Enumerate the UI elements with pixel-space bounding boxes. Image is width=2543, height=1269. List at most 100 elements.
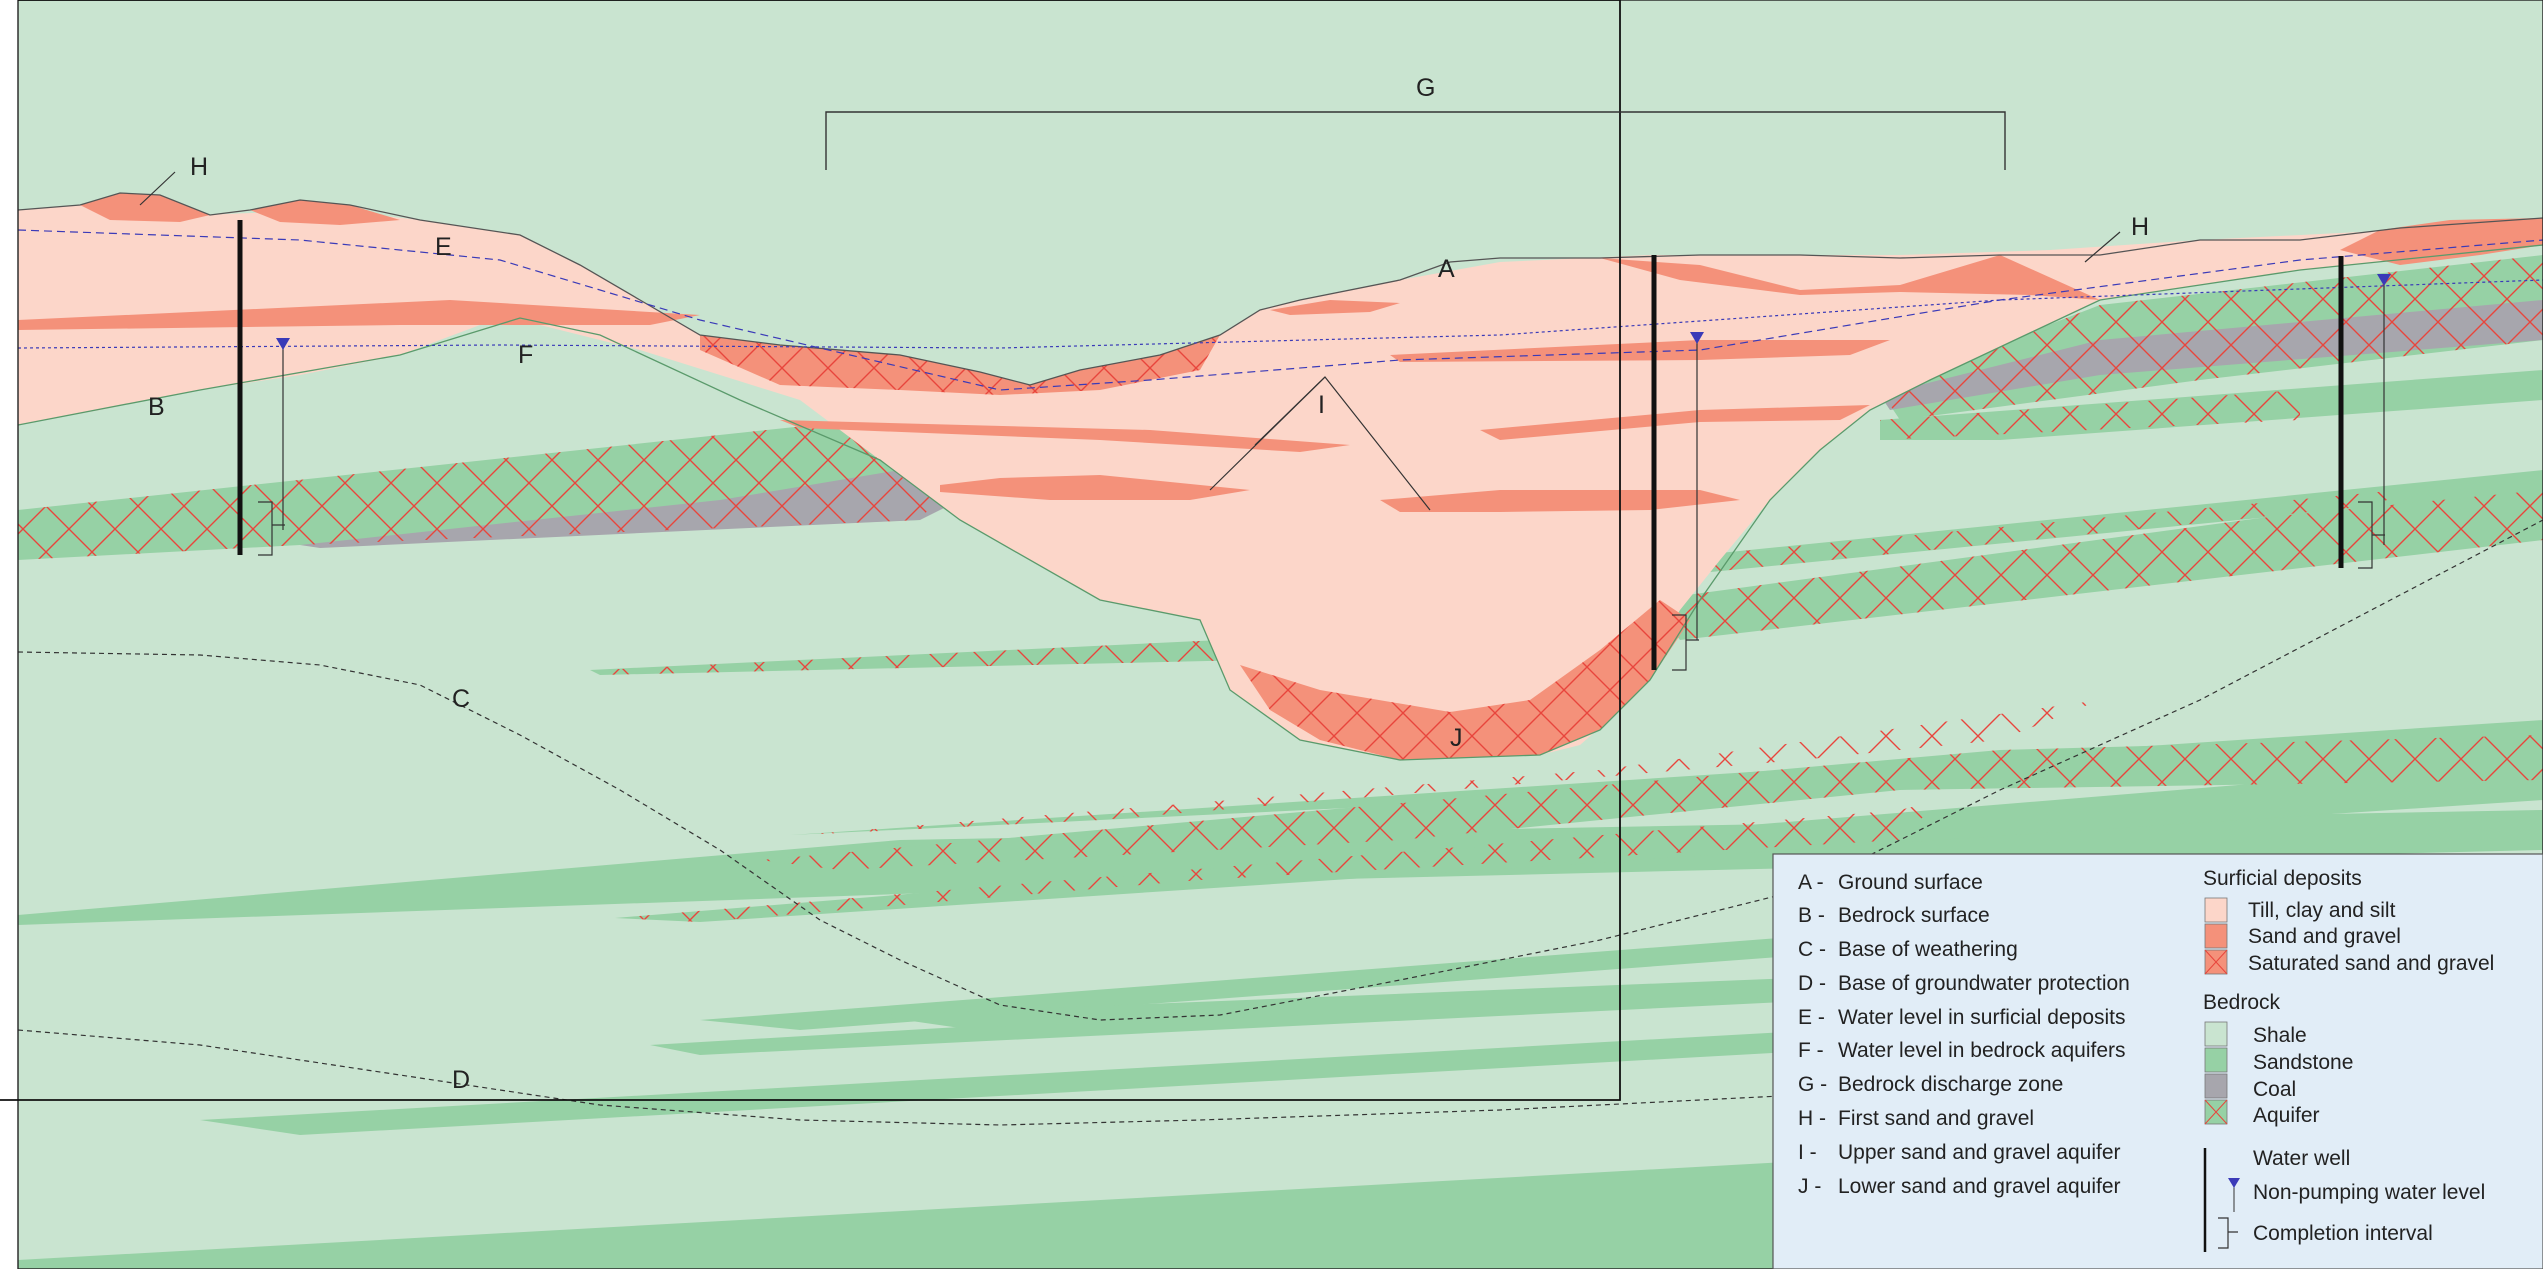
figure-frame [17,0,2543,1269]
aquifer-hatch [1880,255,2543,420]
legend-item: Water level in surficial deposits [1838,1006,2126,1029]
legend-letter-list: A - Ground surface B - Bedrock surface C… [1798,871,2130,1198]
bracket-icon [1672,614,1699,671]
sand-gravel-lens [18,300,700,330]
label-H-left: H [190,153,208,181]
bracket-icon [258,501,285,556]
label-H-right: H [2131,213,2149,241]
legend-item: Ground surface [1838,871,1983,894]
geology-layers [18,0,2543,1269]
water-well-left [237,220,290,556]
aquifer-hatch [1680,490,2400,575]
label-D: D [452,1066,470,1094]
aquifer-hatch [1880,390,2300,440]
bracket-icon [2218,1217,2238,1249]
legend-item: Non-pumping water level [2253,1181,2485,1204]
legend-key: E - [1798,1006,1825,1029]
legend-well: Water well Non-pumping water level Compl… [2203,1147,2485,1252]
bracket-icon [2358,501,2385,569]
water-well-center [1651,255,1704,671]
bedrock-surface-line [18,244,2543,761]
legend-item: Bedrock surface [1838,904,1990,927]
legend-item: Upper sand and gravel aquifer [1838,1141,2121,1164]
triangle-down-icon [276,338,290,350]
legend-item: Bedrock discharge zone [1838,1073,2063,1096]
legend-bedrock: Bedrock Shale Sandstone Coal Aquifer [2203,991,2353,1127]
legend-item: Water well [2253,1147,2350,1170]
sand-gravel-lens [1390,340,1890,362]
water-level-surficial [18,229,2543,391]
legend-item: Sandstone [2253,1051,2353,1074]
legend-box [1772,853,2543,1269]
legend-heading-bedrock: Bedrock [2203,991,2281,1014]
sand-gravel-lens-H [1600,255,2100,300]
legend-surficial: Surficial deposits Till, clay and silt S… [2203,867,2494,975]
leader-I-left [1209,376,1326,491]
sand-gravel-lens [940,475,1250,500]
aquifer-hatch [1240,600,1690,760]
legend-item: Lower sand and gravel aquifer [1838,1175,2121,1198]
legend-item: Shale [2253,1024,2307,1047]
legend-item: Water level in bedrock aquifers [1838,1039,2126,1062]
label-C: C [452,685,470,713]
swatch-shale [2204,1021,2228,1047]
legend-item: Sand and gravel [2248,925,2401,948]
legend: A - Ground surface B - Bedrock surface C… [1772,853,2543,1269]
legend-item: Completion interval [2253,1222,2433,1245]
sand-gravel-lens [780,420,1350,452]
water-level-bedrock [18,279,2543,349]
legend-item: Coal [2253,1078,2296,1101]
legend-key: I - [1798,1141,1817,1164]
g-bracket [825,111,2006,170]
triangle-down-icon [2228,1178,2240,1188]
till-clay-silt [18,205,2543,760]
legend-item: First sand and gravel [1838,1107,2034,1130]
sand-gravel-lens [1270,300,1400,315]
swatch-hatch [2204,949,2228,975]
legend-key: H - [1798,1107,1826,1130]
aquifer-hatch [760,735,2543,870]
label-G: G [1416,74,1435,102]
sand-gravel-lens-H [80,193,210,222]
swatch-sand [2204,923,2228,949]
legend-key: B - [1798,904,1825,927]
swatch-sandstone [2204,1047,2228,1073]
sand-gravel-lens [1480,405,1870,440]
label-E: E [435,233,452,261]
label-I: I [1318,391,1325,419]
aquifer-hatch [615,800,1940,922]
ground-surface-line [18,192,2543,386]
water-well-right [2338,256,2391,569]
base-of-groundwater-protection-line [18,1019,2543,1126]
triangle-down-icon [1690,332,1704,344]
swatch-till [2204,897,2228,923]
aquifer-hatch [600,640,1250,675]
label-B: B [148,393,165,421]
aquifer-hatch [1650,480,2543,640]
leader-H-left [139,171,176,206]
triangle-down-icon [2377,274,2391,286]
legend-item: Base of weathering [1838,938,2018,961]
legend-item: Aquifer [2253,1104,2320,1127]
legend-heading-surficial: Surficial deposits [2203,867,2362,890]
sand-gravel-lens [1380,490,1740,512]
leader-H-right [2084,231,2121,263]
legend-item: Saturated sand and gravel [2248,952,2494,975]
legend-key: C - [1798,938,1826,961]
swatch-coal [2204,1073,2228,1099]
legend-key: J - [1798,1175,1821,1198]
inset-frame [0,0,1621,1101]
swatch-hatch [2204,1099,2228,1125]
legend-item: Till, clay and silt [2248,899,2396,922]
aquifer-hatch [18,420,960,560]
sand-gravel-lens-H [250,200,400,225]
legend-key: D - [1798,972,1826,995]
label-A: A [1438,255,1455,283]
legend-key: G - [1798,1073,1827,1096]
legend-item: Base of groundwater protection [1838,972,2130,995]
legend-key: A - [1798,871,1824,894]
label-J: J [1450,724,1463,752]
base-of-weathering-line [18,519,2543,1021]
label-F: F [518,341,533,369]
